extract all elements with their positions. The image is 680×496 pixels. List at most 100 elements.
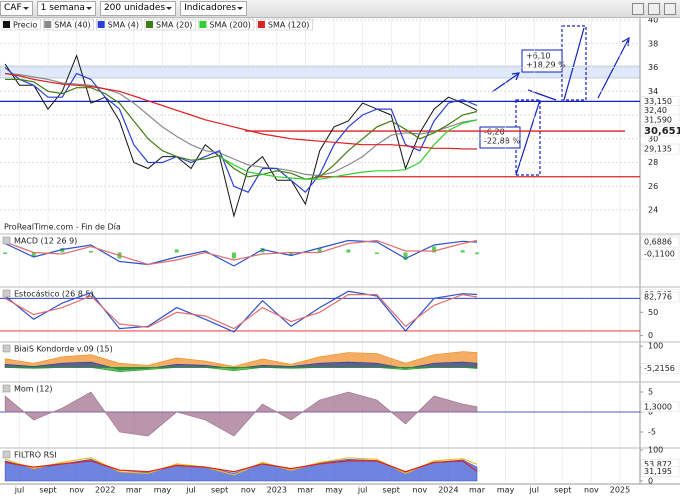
x-tick-label: 2023 [267,486,287,495]
y-tick-label: 0 [648,331,653,340]
y-tick-label: 26 [648,182,658,191]
histogram-bar [88,251,93,253]
x-tick-label: jul [528,486,539,495]
y-tick-label: 30 [648,134,658,143]
series-line [4,290,478,333]
indicators-button[interactable]: Indicadores [180,1,248,16]
arrow [563,27,585,101]
histogram-bar [403,252,408,260]
series-line [5,72,478,150]
tool-icon[interactable] [632,2,644,15]
arrow [491,73,519,93]
panel-title: MACD (12 26 9) [14,237,77,246]
histogram-bar [474,252,479,255]
x-tick-label: sept [383,486,400,495]
source-note: ProRealTime.com - Fin de Día [4,223,121,232]
price-tag-label: 29,135 [644,145,672,154]
tool-icon[interactable] [648,2,660,15]
y-tick-label: 38 [648,39,658,48]
price-tag [640,248,680,260]
legend-label: SMA (200) [209,21,251,30]
legend-frame [256,18,313,31]
legend-swatch [3,21,10,28]
price-tag [640,143,680,155]
price-tag-label: -0,1100 [644,250,675,259]
series-line [4,457,478,476]
y-tick-label: 100 [648,446,663,455]
x-tick-label: sept [211,486,228,495]
panel-icon [2,236,11,245]
panel-title: BiaiS Kondorde v.09 (15) [14,345,113,354]
histogram-bar [203,251,208,253]
symbol-select[interactable]: CAF [0,1,33,16]
y-tick-label: 100 [648,342,663,351]
legend-frame [42,18,94,31]
price-tag [640,236,680,248]
legend-swatch [257,21,265,28]
histogram-bar [432,246,437,253]
x-tick-label: sept [554,486,571,495]
annotation-box [521,49,563,73]
price-tag-label: 53,872 [644,460,672,469]
x-tick-label: nov [412,486,427,495]
legend-swatch [97,21,105,28]
legend-label: SMA (20) [156,21,192,30]
tool-icon[interactable] [664,2,676,15]
price-tag [640,466,680,477]
series-line [219,119,478,180]
panel-icon [2,344,11,353]
target-box [561,25,587,101]
arrow-head [511,72,520,81]
price-tag-label: 0,6886 [644,238,672,247]
legend-frame [1,18,41,31]
area [4,391,478,437]
series-line [5,72,478,177]
price-tag-label: 33,150 [644,97,672,106]
histogram-bar [374,252,379,254]
panel-icon [2,289,11,298]
x-tick-label: 2025 [610,486,630,495]
legend-label: Precio [13,21,37,30]
series-line [4,239,478,266]
histogram-bar [31,252,36,257]
y-tick-label: 40 [648,16,658,25]
annotations: +6,10+18,29 % -6,20-22,88 % [479,49,566,149]
y-tick-label: 28 [648,158,658,167]
units-select[interactable]: 200 unidades [99,1,177,16]
x-tick-label: may [154,486,172,495]
histogram-bar [231,252,236,259]
y-tick-label: 0 [648,477,653,486]
x-tick-label: mar [469,486,486,495]
legend-label: SMA (120) [268,21,310,30]
annotation-text: -22,88 % [484,137,520,146]
annotation-box [479,126,521,149]
arrow [597,39,629,99]
panel-icon [2,384,11,393]
annotation-text: +6,10 [526,52,551,61]
y-tick-label: 5 [648,388,653,397]
x-tick-label: mar [126,486,143,495]
histogram-bar [317,248,322,253]
price-tag [640,114,680,126]
y-tick-label: 24 [648,206,658,215]
histogram-bar [460,250,465,253]
price-tag [640,363,680,374]
legend-swatch [199,21,207,28]
x-tick-label: sept [39,486,56,495]
histogram-bar [289,252,294,256]
price-tag-label: 31,590 [644,115,672,124]
projection [491,25,630,176]
histogram-bar [174,249,179,253]
x-tick-label: nov [241,486,256,495]
annotation-text: -6,20 [484,128,505,137]
series-line [4,293,478,330]
period-select[interactable]: 1 semana [36,1,96,16]
price-tag [640,125,680,137]
legend-frame [96,18,143,31]
x-tick-label: nov [69,486,84,495]
panel-title: Mom (12) [14,385,53,394]
legend-swatch [44,21,52,28]
x-tick-label: jul [185,486,196,495]
